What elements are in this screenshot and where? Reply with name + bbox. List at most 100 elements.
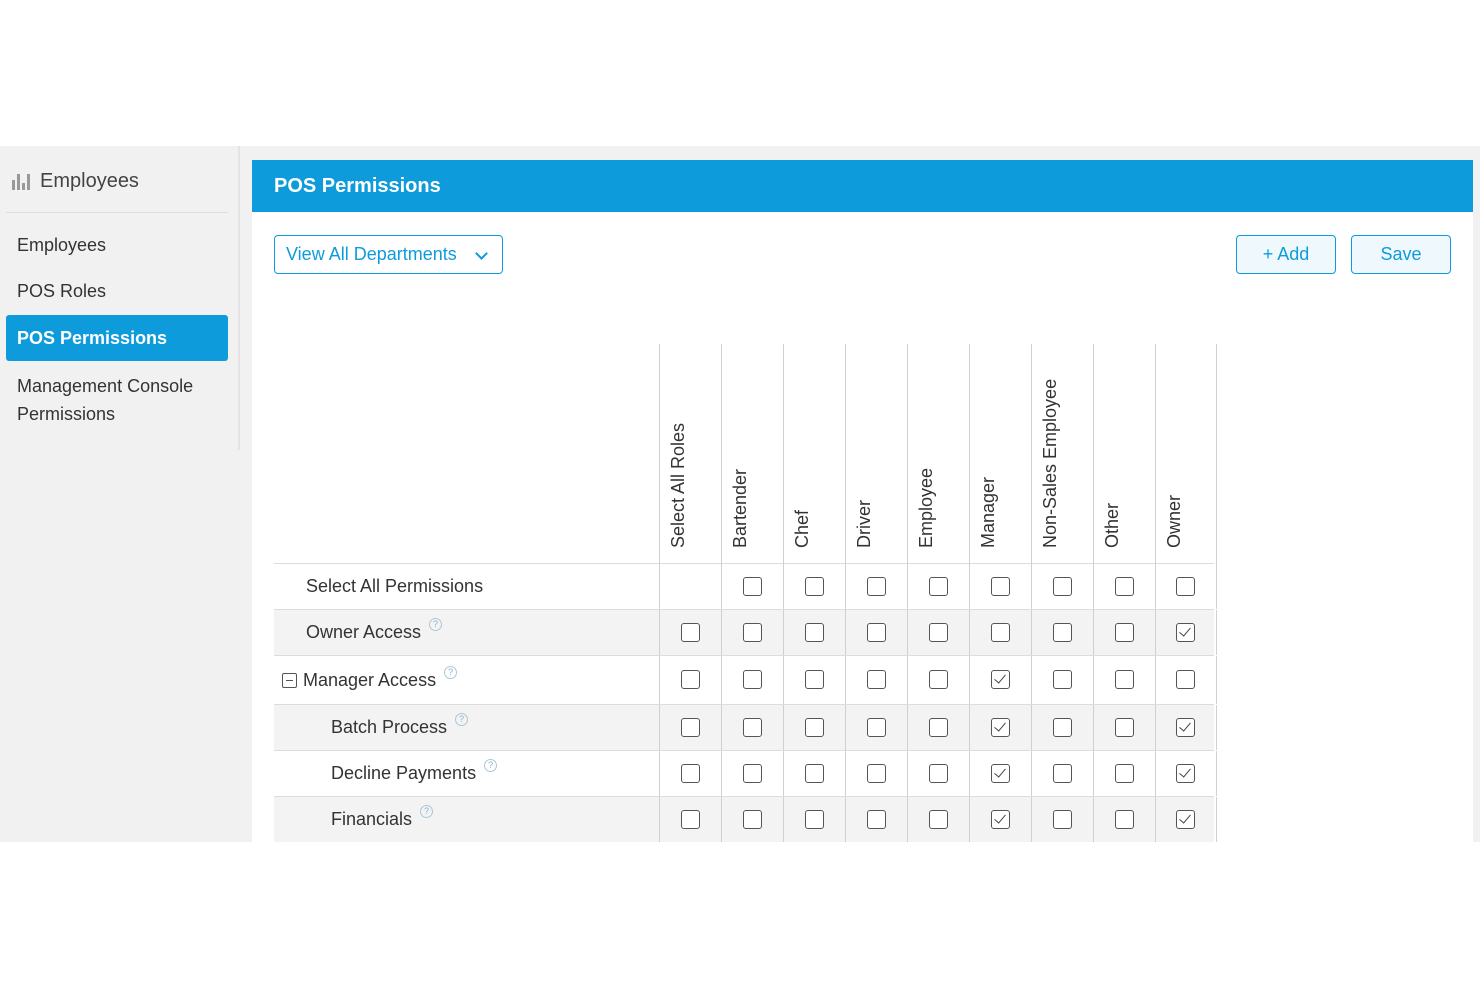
permission-cell [1155,751,1217,796]
checkbox[interactable] [1114,717,1134,737]
permission-cell [1093,656,1155,704]
checkbox[interactable] [1176,576,1195,596]
help-icon[interactable]: ? [429,618,443,631]
checkbox[interactable] [1052,809,1072,829]
help-icon[interactable]: ? [455,713,469,726]
checkbox[interactable] [742,717,762,737]
permission-cell [783,610,845,655]
checkbox[interactable] [866,717,886,737]
checkbox[interactable] [1114,670,1134,689]
checkbox-checked[interactable] [990,717,1010,737]
checkbox[interactable] [866,763,886,783]
permission-cell [1031,751,1093,796]
permission-cell [783,564,845,609]
permission-cell [969,751,1031,796]
permission-cell [1031,564,1093,609]
checkbox-checked[interactable] [1176,763,1195,783]
sidebar-item-pos-roles[interactable]: POS Roles [17,281,107,301]
checkbox-checked[interactable] [1176,809,1195,829]
department-select[interactable]: View All Departments [274,235,503,274]
permission-cell [721,751,783,796]
permission-cell [845,751,907,796]
checkbox-checked[interactable] [1176,717,1195,737]
save-button[interactable]: Save [1351,235,1451,274]
role-header-label: Bartender [730,468,750,548]
checkbox-checked[interactable] [990,809,1010,829]
checkbox[interactable] [1114,763,1134,783]
checkbox[interactable] [866,670,886,689]
checkbox[interactable] [1176,670,1195,689]
help-icon[interactable]: ? [444,665,458,679]
checkbox[interactable] [866,576,886,596]
checkbox-checked[interactable] [990,763,1010,783]
department-select-label: View All Departments [286,244,457,264]
sidebar-item-employees[interactable]: Employees [17,235,107,255]
checkbox[interactable] [680,717,700,737]
permission-row: Owner Access? [274,610,1217,656]
permission-cell [659,564,721,609]
sidebar-divider [6,212,228,213]
checkbox-checked[interactable] [1176,622,1195,642]
permission-cell [845,564,907,609]
permission-row: Batch Process? [274,705,1217,751]
checkbox[interactable] [1052,763,1072,783]
checkbox[interactable] [804,809,824,829]
role-header: Employee [907,344,969,564]
permission-cell [721,610,783,655]
help-icon[interactable]: ? [484,759,498,772]
checkbox[interactable] [742,809,762,829]
checkbox[interactable] [1114,622,1134,642]
permission-cell [1093,797,1155,842]
permissions-grid: Select All Roles Bartender Chef Driver Emplo… [274,344,1217,842]
sidebar-item-management-console-permissions[interactable]: Management Console Permissions [17,376,194,424]
checkbox[interactable] [804,670,824,689]
sidebar-item-pos-permissions[interactable]: POS Permissions [6,315,228,361]
checkbox[interactable] [1114,809,1134,829]
permission-cell [1093,705,1155,750]
permission-label: Manager Access? [282,656,458,704]
checkbox[interactable] [1052,576,1072,596]
checkbox[interactable] [1052,717,1072,737]
collapse-icon[interactable] [282,672,297,688]
add-button[interactable]: + Add [1236,235,1336,274]
checkbox-checked[interactable] [990,670,1010,689]
help-icon[interactable]: ? [420,805,434,818]
bar-chart-icon [12,173,30,190]
checkbox[interactable] [1114,576,1134,596]
checkbox[interactable] [804,576,824,596]
checkbox[interactable] [680,809,700,829]
permission-row: Manager Access? [274,656,1217,705]
role-header-label: Other [1102,502,1122,548]
checkbox[interactable] [866,809,886,829]
checkbox[interactable] [1052,622,1072,642]
checkbox[interactable] [990,576,1010,596]
checkbox[interactable] [742,576,762,596]
checkbox[interactable] [866,622,886,642]
checkbox[interactable] [742,622,762,642]
checkbox[interactable] [742,763,762,783]
permission-cell [845,797,907,842]
checkbox[interactable] [680,670,700,689]
checkbox[interactable] [928,809,948,829]
checkbox[interactable] [1052,670,1072,689]
checkbox[interactable] [928,763,948,783]
role-header-label: Select All Roles [668,422,688,548]
checkbox[interactable] [804,717,824,737]
checkbox[interactable] [990,622,1010,642]
permission-label: Batch Process? [331,705,469,750]
checkbox[interactable] [804,763,824,783]
checkbox[interactable] [928,717,948,737]
chevron-down-icon [475,247,488,260]
checkbox[interactable] [928,576,948,596]
permission-cell [1031,656,1093,704]
checkbox[interactable] [742,670,762,689]
checkbox[interactable] [928,622,948,642]
permission-label: Decline Payments? [331,751,498,796]
checkbox[interactable] [928,670,948,689]
permission-cell [907,656,969,704]
checkbox[interactable] [680,763,700,783]
checkbox[interactable] [804,622,824,642]
permission-cell [845,610,907,655]
checkbox[interactable] [680,622,700,642]
permission-cell [783,751,845,796]
